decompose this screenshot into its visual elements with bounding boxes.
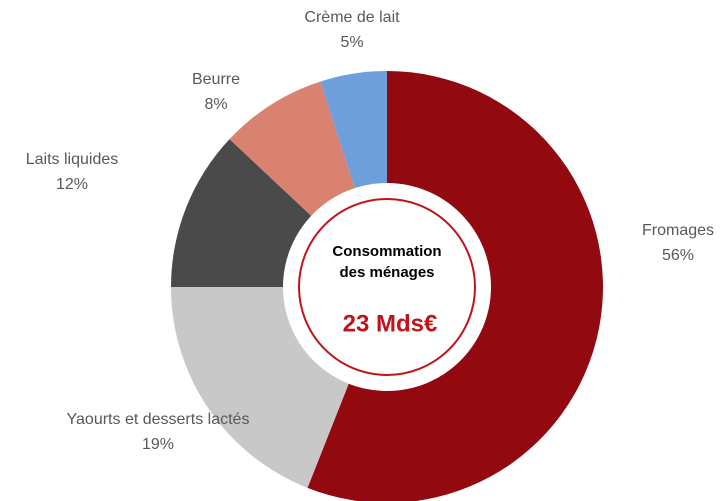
center-ring	[298, 198, 476, 376]
slice-label: Yaourts et desserts lactés	[67, 411, 250, 428]
slice-label: Crème de lait	[304, 9, 400, 26]
center-text: des ménages	[339, 264, 434, 281]
slice-label: Laits liquides	[26, 151, 119, 168]
slice-value-label: 5%	[340, 34, 363, 51]
slice-value-label: 12%	[56, 176, 88, 193]
slice-label: Fromages	[642, 222, 714, 239]
center-value: 23 Mds€	[343, 310, 438, 337]
donut-hole	[283, 183, 491, 391]
slice-value-label: 8%	[204, 96, 227, 113]
center-text: Consommation	[332, 243, 441, 260]
slice-label: Beurre	[192, 71, 240, 88]
slice-value-label: 56%	[662, 247, 694, 264]
slice-value-label: 19%	[142, 436, 174, 453]
